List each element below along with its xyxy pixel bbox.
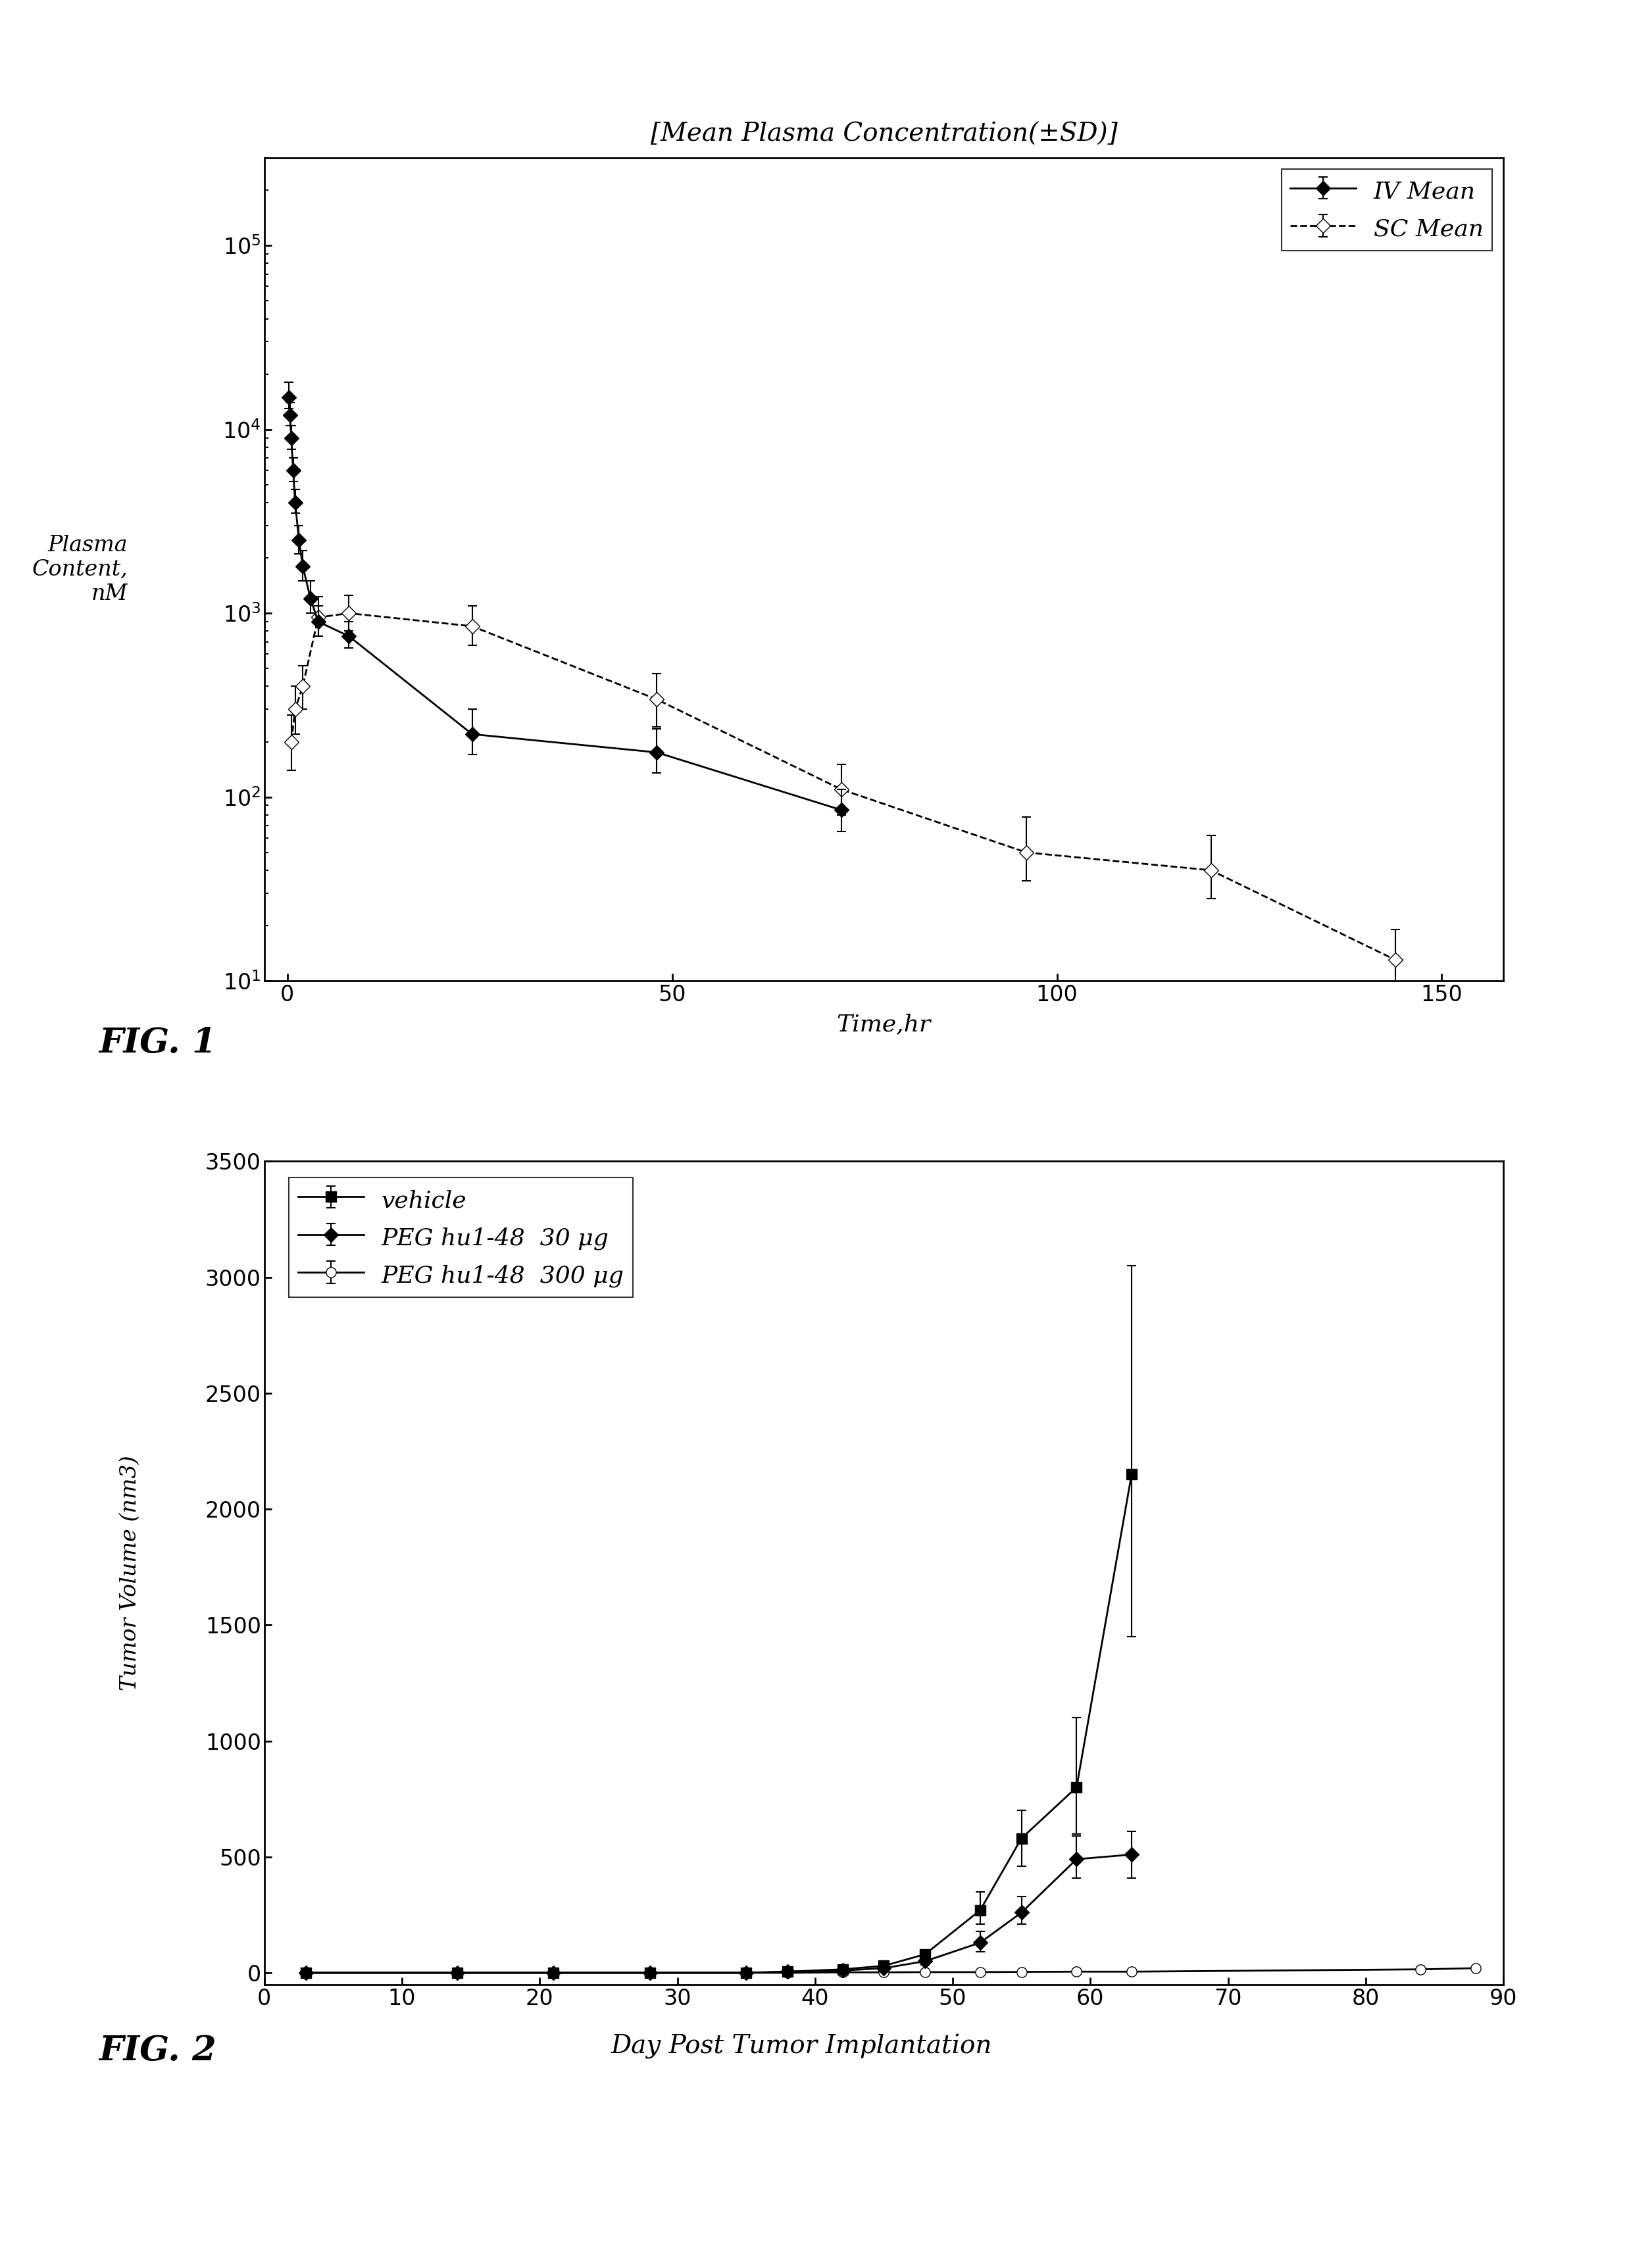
- Legend: vehicle, PEG hu1-48  30 μg, PEG hu1-48  300 μg: vehicle, PEG hu1-48 30 μg, PEG hu1-48 30…: [289, 1177, 633, 1297]
- Title: [Mean Plasma Concentration(±SD)]: [Mean Plasma Concentration(±SD)]: [651, 122, 1117, 147]
- Y-axis label: Tumor Volume (nm3): Tumor Volume (nm3): [119, 1454, 140, 1691]
- Y-axis label: Plasma
Content,
nM: Plasma Content, nM: [31, 534, 127, 604]
- Text: FIG. 1: FIG. 1: [99, 1026, 216, 1060]
- X-axis label: Time,hr: Time,hr: [836, 1012, 932, 1035]
- Text: FIG. 2: FIG. 2: [99, 2034, 216, 2068]
- Text: Day Post Tumor Implantation: Day Post Tumor Implantation: [611, 2034, 993, 2059]
- Legend: IV Mean, SC Mean: IV Mean, SC Mean: [1282, 169, 1492, 250]
